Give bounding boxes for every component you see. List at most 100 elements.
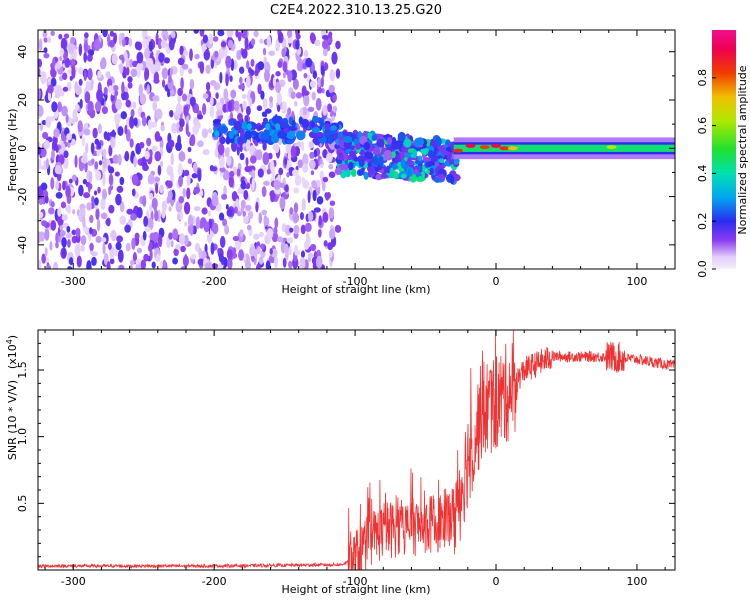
spectrogram-noise-cell [165,31,169,40]
spectrogram-noise-cell [159,260,163,268]
spectrogram-noise-cell [287,30,292,38]
spectrogram-noise-cell [264,69,270,83]
spectrogram-noise-cell [96,149,101,157]
spectrogram-noise-cell [241,48,248,59]
spectrogram-broad-cell [376,138,385,148]
spectrogram-noise-cell [139,93,147,105]
spectrogram-noise-cell [136,51,144,64]
colorbar-tick-label: 0.6 [696,117,709,135]
spectrogram-noise-cell [222,169,230,181]
spectrogram-noise-cell [39,211,44,218]
spectrogram-noise-cell [239,152,245,161]
spectrogram-broad-cell [390,151,396,159]
spectrogram-noise-cell [122,72,127,79]
spectrogram-noise-cell [325,192,330,201]
spectrogram-broad-cell [440,150,449,155]
spectrogram-noise-cell [94,101,102,112]
colorbar-ticks: 0.0 0.2 0.4 0.6 0.8 [696,69,716,278]
spectrogram-noise-cell [72,209,76,215]
spectrogram-noise-cell [79,98,83,109]
spectrogram-noise-cell [169,109,174,118]
spectrogram-noise-cell [305,57,313,68]
spectrogram-band-cell [271,115,280,125]
spectrogram-noise-cell [218,156,225,169]
spectrogram-noise-cell [39,123,44,131]
spectrogram-noise-cell [107,165,111,172]
spectrogram-y-axis-label: Frequency (Hz) [6,109,19,192]
spectrogram-noise-cell [154,210,159,222]
spectrogram-noise-cell [220,256,225,266]
snr-x-tick-label: 0 [493,575,500,588]
spectrogram-noise-cell [66,204,71,214]
spectrogram-noise-cell [284,157,288,166]
spectrogram-y-tick-label: -20 [16,188,29,206]
spectrogram-noise-cell [99,59,105,70]
spectrogram-noise-cell [239,76,243,85]
spectrogram-noise-cell [67,68,72,75]
spectrogram-noise-cell [309,80,316,88]
spectrogram-noise-cell [43,52,50,59]
spectrogram-noise-cell [315,97,322,111]
spectrogram-noise-cell [265,260,271,269]
spectrogram-noise-cell [144,150,150,160]
spectrogram-noise-cell [133,117,138,127]
spectrogram-noise-cell [289,207,294,215]
spectrogram-noise-cell [316,196,324,205]
spectrogram-noise-cell [154,176,161,182]
spectrogram-noise-cell [227,100,233,113]
spectrogram-noise-cell [223,185,227,196]
signal-line-peak [507,146,518,151]
spectrogram-noise-cell [197,258,205,266]
spectrogram-noise-cell [271,165,275,178]
spectrogram-noise-cell [328,171,336,179]
spectrogram-broad-cell [383,149,392,160]
spectrogram-noise-cell [119,215,127,225]
snr-y-tick-label: 1.0 [16,428,29,446]
spectrogram-noise-cell [61,247,67,258]
spectrogram-noise-cell [255,149,263,161]
spectrogram-noise-cell [50,201,55,208]
spectrogram-broad-cell [357,155,367,164]
spectrogram-noise-cell [179,118,185,128]
spectrogram-broad-cell [395,139,403,150]
spectrogram-noise-cell [69,36,76,45]
spectrogram-noise-cell [75,85,82,96]
spectrogram-noise-cell [68,178,73,184]
spectrogram-noise-cell [322,176,329,183]
spectrogram-noise-cell [89,214,94,224]
spectrogram-noise-cell [190,134,196,147]
spectrogram-noise-cell [149,192,154,201]
spectrogram-noise-cell [57,207,62,217]
spectrogram-broad-cell [355,143,361,150]
spectrogram-noise-cell [117,249,124,263]
spectrogram-noise-cell [225,73,229,87]
spectrogram-noise-cell [186,173,191,186]
spectrogram-noise-cell [143,253,150,262]
spectrogram-noise-cell [91,158,95,164]
spectrogram-noise-cell [293,187,300,194]
spectrogram-noise-cell [152,101,158,112]
spectrogram-noise-cell [273,179,281,190]
spectrogram-noise-cell [128,37,133,47]
spectrogram-band-cell [291,119,296,129]
spectrogram-noise-cell [108,144,113,157]
spectrogram-noise-cell [256,105,263,112]
spectrogram-noise-cell [246,224,252,231]
spectrogram-noise-cell [112,85,119,92]
spectrogram-noise-cell [151,197,158,210]
spectrogram-noise-cell [71,174,77,182]
spectrogram-noise-cell [287,70,293,83]
spectrogram-noise-cell [300,250,306,259]
spectrogram-noise-cell [329,228,336,240]
spectrogram-noise-cell [148,40,153,52]
spectrogram-noise-cell [130,213,137,221]
spectrogram-broad-cell [449,159,455,165]
spectrogram-noise-cell [169,67,173,77]
spectrogram-broad-cell [375,173,383,181]
spectrogram-noise-cell [96,141,102,150]
spectrogram-noise-cell [236,168,241,177]
spectrogram-noise-cell [83,192,91,199]
spectrogram-noise-cell [256,245,261,255]
spectrogram-noise-cell [125,99,132,108]
spectrogram-broad-cell [371,156,379,165]
